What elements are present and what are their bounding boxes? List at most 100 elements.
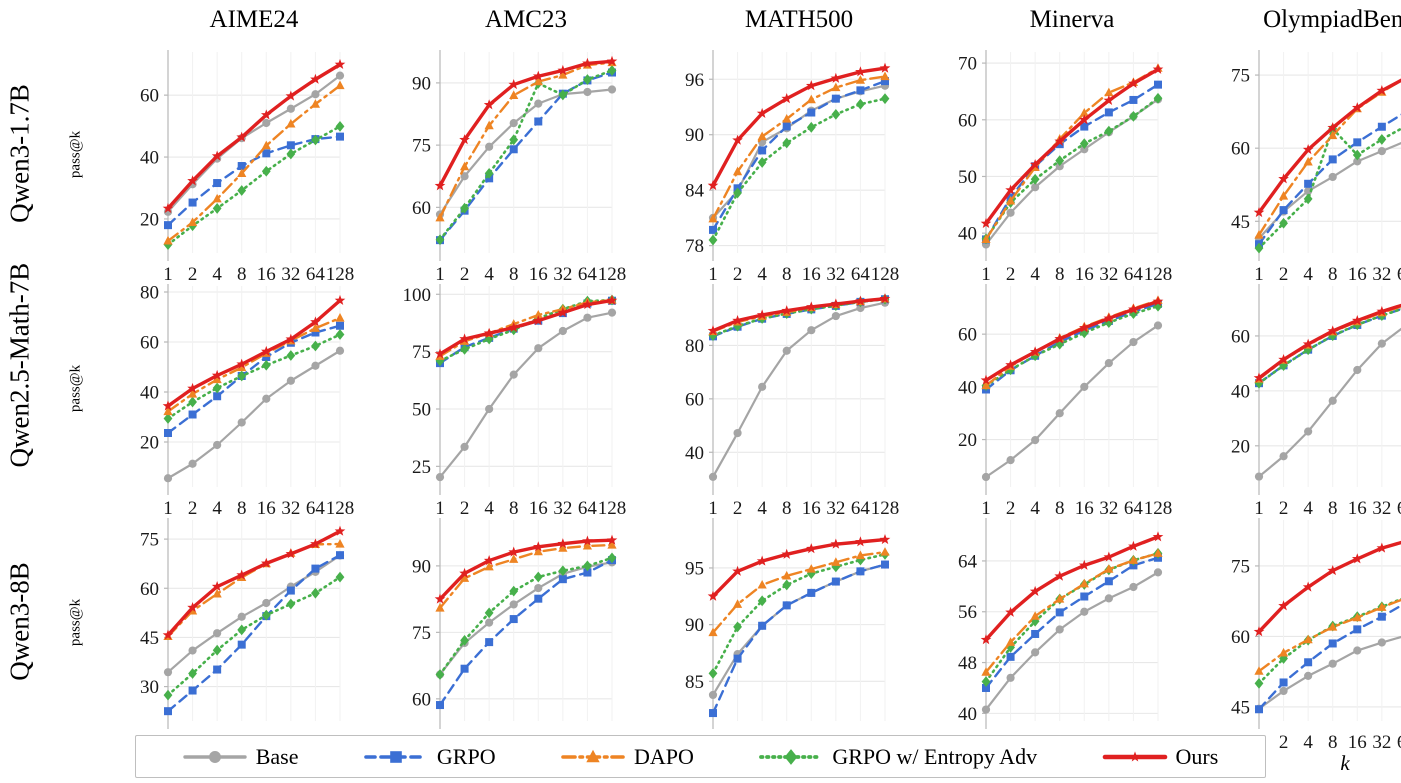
y-tick-label: 90	[412, 556, 431, 577]
series-marker-ours	[1302, 338, 1314, 349]
y-tick-label: 40	[140, 148, 159, 169]
series-marker-ours	[879, 293, 891, 304]
x-tick-label: 4	[757, 498, 767, 519]
panel-qwen3-1-7b-math500: MATH500 78 84 90 96 1 2 4 8 16 32 64 128	[665, 6, 899, 311]
x-tick-label: 32	[1099, 264, 1118, 285]
series-marker-grpo	[1328, 639, 1337, 648]
series-marker-dapo	[1104, 87, 1114, 97]
series-marker-dapo	[310, 99, 321, 108]
series-marker-ours	[1351, 102, 1363, 113]
series-marker-grpo-w-entropy-adv	[533, 571, 543, 583]
series-marker-ours	[980, 374, 992, 385]
series-marker-grpo-w-entropy-adv	[708, 667, 718, 679]
series-marker-grpo-w-entropy-adv	[237, 185, 247, 196]
series-marker-ours	[830, 538, 842, 549]
y-tick-label: 40	[140, 383, 159, 404]
series-marker-dapo	[732, 599, 743, 608]
series-marker-ours	[187, 382, 198, 394]
series-marker-grpo	[758, 146, 767, 155]
series-marker-grpo	[336, 551, 344, 560]
y-tick-label: 20	[140, 433, 159, 454]
series-line-dapo	[166, 84, 342, 243]
series-marker-base	[311, 361, 320, 370]
series-marker-base	[981, 705, 991, 714]
series-marker-base	[188, 459, 197, 468]
series-line-dapo	[438, 61, 614, 219]
series-marker-grpo	[262, 353, 271, 361]
x-tick-label: 16	[1348, 498, 1367, 519]
y-tick-label: 75	[412, 623, 431, 644]
series-marker-ours	[310, 73, 321, 84]
series-marker-ours	[1278, 173, 1289, 184]
legend-item-grpo[interactable]: GRPO	[364, 744, 496, 770]
series-marker-grpo	[1055, 140, 1064, 149]
series-marker-ours	[557, 307, 569, 318]
series-marker-dapo	[582, 540, 593, 550]
series-marker-ours	[334, 294, 346, 306]
legend-item-dapo[interactable]: DAPO	[561, 744, 694, 770]
x-tick-label: 64	[851, 498, 871, 519]
legend-item-grpo-w-entropy-adv[interactable]: GRPO w/ Entropy Adv	[759, 744, 1037, 770]
panel-title-minerva: Minerva	[1029, 6, 1115, 33]
series-marker-ours	[285, 90, 297, 101]
x-tick-label: 16	[802, 498, 821, 519]
series-marker-dapo	[237, 362, 247, 372]
series-marker-grpo-w-entropy-adv	[261, 609, 271, 621]
series-marker-dapo	[310, 323, 321, 332]
series-marker-grpo	[982, 683, 990, 692]
series-marker-base	[1006, 673, 1015, 682]
series-marker-grpo	[1353, 138, 1362, 147]
y-tick-label: 70	[958, 54, 977, 75]
series-line-grpo-w-entropy-adv	[984, 552, 1160, 683]
y-tick-label: 40	[1231, 381, 1250, 402]
series-marker-grpo-w-entropy-adv	[583, 560, 592, 572]
series-marker-ours	[1005, 606, 1016, 617]
y-tick-label: 20	[1231, 436, 1250, 457]
series-marker-grpo	[188, 686, 197, 695]
series-marker-ours	[1152, 295, 1164, 307]
series-marker-ours	[805, 80, 817, 91]
x-tick-label: 32	[553, 264, 572, 285]
plot-area: 4560751248163264128	[1231, 50, 1401, 285]
series-line-ours	[984, 535, 1160, 642]
series-marker-grpo	[1104, 108, 1113, 117]
series-marker-base	[1080, 607, 1089, 616]
series-marker-grpo-w-entropy-adv	[484, 333, 494, 345]
series-marker-grpo-w-entropy-adv	[757, 595, 767, 607]
x-tick-label: 1	[435, 264, 445, 285]
series-marker-base	[1080, 145, 1089, 154]
series-line-grpo	[984, 83, 1160, 241]
series-marker-grpo-w-entropy-adv	[708, 330, 718, 341]
series-marker-grpo-w-entropy-adv	[806, 121, 816, 133]
series-marker-dapo	[187, 217, 198, 226]
series-line-grpo-w-entropy-adv	[166, 333, 342, 420]
plot-area: 8590951248163264128	[685, 518, 899, 753]
series-marker-base	[286, 376, 295, 385]
legend-item-ours[interactable]: Ours	[1102, 744, 1218, 770]
series-marker-ours	[1376, 542, 1388, 553]
series-marker-base	[1104, 359, 1113, 368]
series-marker-grpo	[1377, 612, 1386, 621]
x-tick-label: 32	[1099, 498, 1118, 519]
series-line-dapo	[1257, 598, 1401, 673]
series-marker-ours	[1128, 540, 1139, 551]
series-marker-ours	[334, 525, 346, 536]
legend-item-base[interactable]: Base	[183, 744, 298, 770]
series-marker-base	[1006, 208, 1015, 217]
series-line-grpo-w-entropy-adv	[984, 304, 1160, 387]
series-marker-grpo-w-entropy-adv	[311, 340, 320, 352]
y-tick-label: 25	[412, 457, 431, 478]
series-marker-grpo	[286, 141, 295, 150]
y-tick-label: 56	[958, 602, 977, 623]
x-tick-label: 32	[826, 264, 845, 285]
series-marker-dapo	[335, 80, 345, 90]
series-marker-base	[1279, 686, 1288, 696]
series-line-dapo	[1257, 79, 1401, 237]
series-marker-ours	[508, 78, 520, 90]
series-marker-grpo-w-entropy-adv	[460, 634, 469, 646]
series-marker-grpo-w-entropy-adv	[757, 157, 767, 168]
series-marker-dapo	[1278, 647, 1289, 657]
series-line-ours	[438, 538, 614, 601]
series-marker-grpo-w-entropy-adv	[733, 187, 742, 199]
x-tick-label: 2	[460, 498, 470, 519]
